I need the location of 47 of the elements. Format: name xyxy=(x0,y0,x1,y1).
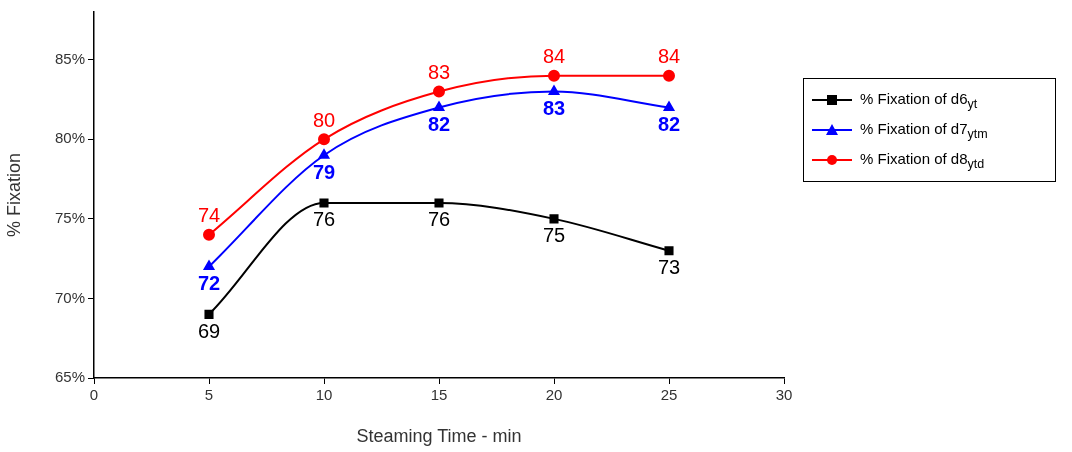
x-tick-label: 10 xyxy=(315,386,333,404)
data-label: 82 xyxy=(657,112,681,135)
legend-label: % Fixation of d6$_{yt}$ xyxy=(860,89,978,111)
x-tick-label: 0 xyxy=(89,386,99,404)
data-label: 74 xyxy=(197,204,221,227)
data-label: 83 xyxy=(542,97,566,120)
data-label: 72 xyxy=(197,272,221,295)
data-label: 76 xyxy=(312,208,336,231)
point xyxy=(548,69,560,82)
point xyxy=(434,198,444,208)
data-label: 75 xyxy=(542,224,566,247)
data-label: 79 xyxy=(312,160,336,183)
data-label: 84 xyxy=(542,45,566,68)
data-label: 76 xyxy=(427,208,451,231)
data-label: 73 xyxy=(657,256,681,279)
y-tick-label: 80% xyxy=(54,129,85,147)
point xyxy=(548,85,560,96)
x-tick-label: 20 xyxy=(545,386,563,404)
y-tick-label: 75% xyxy=(54,209,85,227)
point xyxy=(203,228,215,241)
data-label: 84 xyxy=(657,45,681,68)
legend-label: % Fixation of d8$_{ytd}$ xyxy=(860,149,985,171)
point xyxy=(663,69,675,82)
x-tick-label: 5 xyxy=(204,386,214,404)
data-label: 83 xyxy=(427,61,451,84)
y-tick-label: 65% xyxy=(54,368,85,386)
x-tick-label: 30 xyxy=(775,386,793,404)
point xyxy=(319,198,329,208)
x-tick-label: 25 xyxy=(660,386,678,404)
point xyxy=(549,214,559,224)
point xyxy=(203,260,215,271)
point xyxy=(663,101,675,111)
x-tick-label: 15 xyxy=(430,386,448,404)
y-tick-label: 85% xyxy=(54,49,85,67)
x-axis-title: Steaming Time - min xyxy=(356,426,522,447)
data-label: 69 xyxy=(197,319,221,342)
data-label: 82 xyxy=(427,112,451,135)
point xyxy=(433,85,445,98)
y-tick-label: 70% xyxy=(54,288,85,306)
point xyxy=(433,101,445,111)
y-axis-title: % Fixation xyxy=(3,152,24,238)
point xyxy=(318,149,330,159)
point xyxy=(204,309,214,319)
legend-label: % Fixation of d7$_{ytm}$ xyxy=(860,119,988,141)
point xyxy=(318,133,330,146)
data-label: 80 xyxy=(312,108,336,131)
point xyxy=(664,246,674,256)
